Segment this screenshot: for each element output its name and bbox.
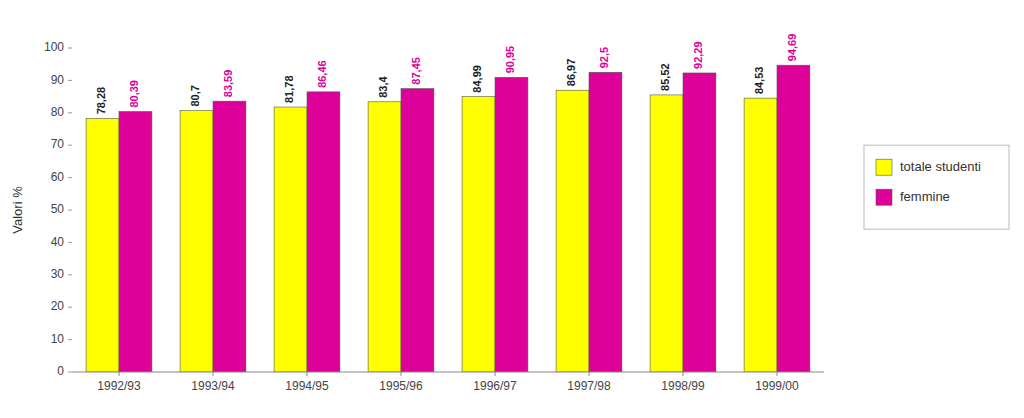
x-axis: 1992/93 1993/94 1994/95 1995/96 1996/97 1997/…: [72, 372, 824, 393]
bar: [462, 97, 495, 372]
y-tick: [68, 177, 72, 178]
data-label: 90,95: [504, 46, 516, 74]
y-tick-label: 40: [51, 235, 65, 249]
y-tick: [68, 210, 72, 211]
data-label: 78,28: [95, 87, 107, 115]
y-tick-label: 30: [51, 267, 65, 281]
y-tick-label: 60: [51, 170, 65, 184]
data-label: 86,46: [316, 60, 328, 88]
bar: [86, 118, 119, 372]
x-tick-label: 1999/00: [755, 379, 799, 393]
data-label: 86,97: [565, 59, 577, 87]
chart-container: 0 10 20 30 40 50 60 70 80 90 100 Valori % 78,28 80,7 8…: [0, 0, 1024, 418]
bar: [495, 77, 528, 372]
bar: [401, 89, 434, 372]
y-tick-label: 0: [57, 364, 64, 378]
data-label: 85,52: [659, 63, 671, 91]
x-tick-label: 1997/98: [567, 379, 611, 393]
y-tick-label: 90: [51, 73, 65, 87]
legend-frame: [864, 145, 1009, 229]
legend: totale studenti femmine: [864, 145, 1009, 229]
y-tick: [68, 242, 72, 243]
x-tick-label: 1995/96: [379, 379, 423, 393]
legend-swatch: [876, 189, 892, 205]
y-tick: [68, 80, 72, 81]
y-tick-label: 100: [44, 40, 64, 54]
y-tick-label: 80: [51, 105, 65, 119]
y-tick: [68, 372, 72, 373]
legend-swatch: [876, 159, 892, 175]
y-tick-label: 10: [51, 332, 65, 346]
y-tick: [68, 339, 72, 340]
y-tick: [68, 274, 72, 275]
data-label: 80,7: [189, 85, 201, 106]
bar: [274, 107, 307, 372]
bar: [650, 95, 683, 372]
x-tick: [401, 372, 402, 376]
x-tick: [589, 372, 590, 376]
x-tick-label: 1996/97: [473, 379, 517, 393]
x-tick-label: 1998/99: [661, 379, 705, 393]
data-label: 83,4: [377, 75, 389, 97]
legend-label: femmine: [900, 189, 950, 204]
bar: [213, 101, 246, 372]
data-label: 81,78: [283, 76, 295, 104]
y-axis-label: Valori %: [10, 186, 25, 234]
x-tick: [683, 372, 684, 376]
x-tick: [213, 372, 214, 376]
bar: [368, 102, 401, 372]
bar: [119, 112, 152, 372]
y-tick-label: 20: [51, 299, 65, 313]
data-labels: 78,28 80,7 81,78 83,4 84,99 86,97 85,52 84,53 80…: [95, 34, 798, 115]
data-label: 87,45: [410, 57, 422, 85]
x-tick-label: 1993/94: [191, 379, 235, 393]
data-label: 94,69: [786, 34, 798, 62]
bar: [589, 72, 622, 372]
bar: [744, 98, 777, 372]
y-tick: [68, 48, 72, 49]
x-tick-label: 1992/93: [97, 379, 141, 393]
data-label: 84,99: [471, 65, 483, 93]
data-label: 80,39: [128, 80, 140, 108]
x-tick: [777, 372, 778, 376]
bar: [777, 65, 810, 372]
bar: [307, 92, 340, 372]
y-tick: [68, 145, 72, 146]
y-axis: 0 10 20 30 40 50 60 70 80 90 100: [44, 40, 72, 378]
chart: 0 10 20 30 40 50 60 70 80 90 100 Valori % 78,28 80,7 8…: [0, 0, 1024, 418]
data-label: 92,29: [692, 41, 704, 69]
data-label: 83,59: [222, 70, 234, 98]
y-tick-label: 50: [51, 202, 65, 216]
x-tick: [119, 372, 120, 376]
y-tick: [68, 112, 72, 113]
bar: [683, 73, 716, 372]
legend-label: totale studenti: [900, 159, 981, 174]
x-tick: [307, 372, 308, 376]
bar: [556, 90, 589, 372]
y-tick: [68, 307, 72, 308]
y-tick-label: 70: [51, 137, 65, 151]
data-label: 84,53: [753, 67, 765, 95]
bar: [180, 111, 213, 372]
x-axis-line: [72, 372, 824, 373]
x-tick: [495, 372, 496, 376]
bars: [86, 65, 810, 372]
data-label: 92,5: [598, 47, 610, 68]
x-tick-label: 1994/95: [285, 379, 329, 393]
